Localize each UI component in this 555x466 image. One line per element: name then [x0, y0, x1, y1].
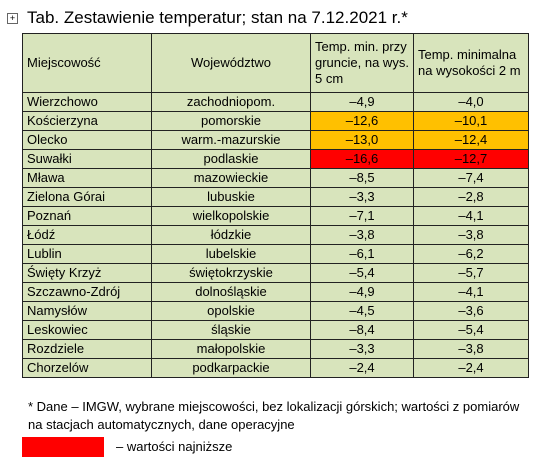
table-cell: –2,8 — [413, 187, 529, 207]
table-cell: lubelskie — [151, 244, 311, 264]
table-cell: –12,6 — [310, 111, 414, 131]
table-cell: –4,1 — [413, 282, 529, 302]
table-row: Lublin lubelskie –6,1 –6,2 — [22, 244, 529, 264]
table-cell: mazowieckie — [151, 168, 311, 188]
table-cell: wielkopolskie — [151, 206, 311, 226]
table-row: Łódź łódzkie –3,8 –3,8 — [22, 225, 529, 245]
table-cell: Kościerzyna — [22, 111, 152, 131]
table-cell: śląskie — [151, 320, 311, 340]
table-handle[interactable]: + — [7, 13, 18, 24]
table-cell: lubuskie — [151, 187, 311, 207]
table-cell: –3,8 — [413, 225, 529, 245]
table-cell: –4,0 — [413, 92, 529, 112]
header-cell: Województwo — [151, 33, 311, 93]
table-cell: Wierzchowo — [22, 92, 152, 112]
table-cell: łódzkie — [151, 225, 311, 245]
table-row: Święty Krzyż świętokrzyskie –5,4 –5,7 — [22, 263, 529, 283]
table-cell: –12,4 — [413, 130, 529, 150]
table-cell: –6,1 — [310, 244, 414, 264]
header-cell: Temp. minimalna na wysokości 2 m — [413, 33, 529, 93]
table-row: Chorzelów podkarpackie –2,4 –2,4 — [22, 358, 529, 378]
table-cell: –2,4 — [310, 358, 414, 378]
header-cell: Miejscowość — [22, 33, 152, 93]
table-cell: Chorzelów — [22, 358, 152, 378]
table-cell: dolnośląskie — [151, 282, 311, 302]
table-cell: Lublin — [22, 244, 152, 264]
table-cell: –10,1 — [413, 111, 529, 131]
table-cell: Namysłów — [22, 301, 152, 321]
legend-label: – wartości najniższe — [116, 439, 233, 454]
table-cell: opolskie — [151, 301, 311, 321]
table: Miejscowość Województwo Temp. min. przy gr… — [22, 33, 529, 378]
table-cell: świętokrzyskie — [151, 263, 311, 283]
table-cell: –16,6 — [310, 149, 414, 169]
table-cell: –3,8 — [310, 225, 414, 245]
table-cell: –2,4 — [413, 358, 529, 378]
table-cell: –4,9 — [310, 92, 414, 112]
table-cell: Rozdziele — [22, 339, 152, 359]
header-cell: Temp. min. przy gruncie, na wys. 5 cm — [310, 33, 414, 93]
table-cell: –4,1 — [413, 206, 529, 226]
table-cell: –3,8 — [413, 339, 529, 359]
title: Tab. Zestawienie temperatur; stan na 7.1… — [27, 8, 408, 27]
table-cell: –4,5 — [310, 301, 414, 321]
table-row: Szczawno-Zdrój dolnośląskie –4,9 –4,1 — [22, 282, 529, 302]
table-cell: –3,3 — [310, 339, 414, 359]
table-cell: –12,7 — [413, 149, 529, 169]
table-row: Zielona Górai lubuskie –3,3 –2,8 — [22, 187, 529, 207]
table-cell: –6,2 — [413, 244, 529, 264]
table-cell: małopolskie — [151, 339, 311, 359]
table-cell: Święty Krzyż — [22, 263, 152, 283]
table-row: Wierzchowo zachodniopom. –4,9 –4,0 — [22, 92, 529, 112]
table-cell: Łódź — [22, 225, 152, 245]
table-row: Namysłów opolskie –4,5 –3,6 — [22, 301, 529, 321]
table-row: Rozdziele małopolskie –3,3 –3,8 — [22, 339, 529, 359]
table-row: Mława mazowieckie –8,5 –7,4 — [22, 168, 529, 188]
table-cell: Leskowiec — [22, 320, 152, 340]
table-cell: podkarpackie — [151, 358, 311, 378]
table-cell: zachodniopom. — [151, 92, 311, 112]
table-cell: –8,4 — [310, 320, 414, 340]
table-cell: –13,0 — [310, 130, 414, 150]
table-cell: –5,4 — [310, 263, 414, 283]
table-cell: –4,9 — [310, 282, 414, 302]
table-cell: –3,3 — [310, 187, 414, 207]
table-row: Suwałki podlaskie –16,6 –12,7 — [22, 149, 529, 169]
table-cell: –3,6 — [413, 301, 529, 321]
footnote: * Dane – IMGW, wybrane miejscowości, bez… — [28, 399, 520, 432]
table-row: Leskowiec śląskie –8,4 –5,4 — [22, 320, 529, 340]
table-row: Kościerzyna pomorskie –12,6 –10,1 — [22, 111, 529, 131]
table-cell: –7,1 — [310, 206, 414, 226]
table-cell: Olecko — [22, 130, 152, 150]
table-cell: Szczawno-Zdrój — [22, 282, 152, 302]
table-cell: –5,7 — [413, 263, 529, 283]
table-row: Olecko warm.-mazurskie –13,0 –12,4 — [22, 130, 529, 150]
table-cell: pomorskie — [151, 111, 311, 131]
table-cell: warm.-mazurskie — [151, 130, 311, 150]
table-cell: podlaskie — [151, 149, 311, 169]
table-cell: Poznań — [22, 206, 152, 226]
header-row: Miejscowość Województwo Temp. min. przy gr… — [22, 33, 529, 93]
table-cell: –5,4 — [413, 320, 529, 340]
table-cell: Zielona Górai — [22, 187, 152, 207]
table-cell: –7,4 — [413, 168, 529, 188]
legend-swatch — [22, 437, 104, 457]
table-body: Wierzchowo zachodniopom. –4,9 –4,0 Kościerzy… — [22, 92, 529, 378]
table-cell: Suwałki — [22, 149, 152, 169]
table-cell: –8,5 — [310, 168, 414, 188]
table-row: Poznań wielkopolskie –7,1 –4,1 — [22, 206, 529, 226]
table-cell: Mława — [22, 168, 152, 188]
